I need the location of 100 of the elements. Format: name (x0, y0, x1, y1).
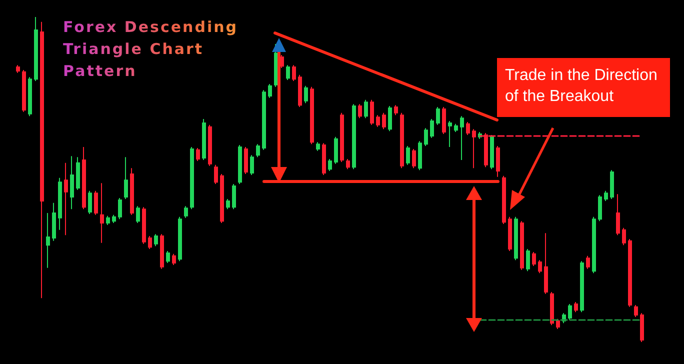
candlestick (640, 312, 644, 342)
candlestick (70, 156, 74, 210)
candlestick (328, 158, 332, 172)
candlestick (310, 86, 314, 145)
candlestick (592, 216, 596, 274)
candlestick (160, 234, 164, 270)
candlestick (490, 134, 494, 170)
candlestick (154, 234, 158, 247)
candlestick (508, 216, 512, 252)
candlestick (100, 182, 104, 244)
candlestick (22, 69, 26, 112)
candlestick (544, 232, 548, 294)
candlestick (610, 170, 614, 200)
candlestick (76, 156, 80, 190)
candlestick (184, 206, 188, 218)
candlestick (64, 162, 68, 236)
candlestick (616, 194, 620, 236)
annotation: Trade in the Direction of the Breakout (497, 58, 670, 117)
candlestick (622, 227, 626, 246)
candlestick (178, 216, 182, 262)
candlestick (424, 128, 428, 147)
candlestick (496, 146, 500, 178)
candlestick (262, 90, 266, 150)
candlestick (514, 216, 518, 261)
candlestick (34, 16, 38, 82)
candlestick (238, 144, 242, 185)
candlestick (628, 238, 632, 308)
candlestick (364, 99, 368, 119)
candlestick (484, 132, 488, 168)
candlestick (292, 64, 296, 82)
candlestick (532, 251, 536, 266)
candlestick (250, 154, 254, 176)
candlestick (358, 104, 362, 119)
candlestick (376, 114, 380, 128)
candlestick (166, 250, 170, 264)
candlestick (586, 255, 590, 270)
candlestick (538, 260, 542, 274)
candlestick (88, 190, 92, 214)
candlestick (118, 198, 122, 220)
candlestick (550, 291, 554, 326)
candlestick (346, 158, 350, 170)
candlestick (460, 116, 464, 160)
candlestick (556, 318, 560, 330)
candlestick (316, 142, 320, 152)
candlestick (40, 21, 44, 299)
candlestick (322, 142, 326, 176)
candlestick (286, 64, 290, 81)
candlestick (580, 260, 584, 313)
candlestick (94, 190, 98, 216)
candlestick (526, 248, 530, 272)
candlestick (232, 184, 236, 210)
candlestick (46, 212, 50, 268)
candlestick (106, 215, 110, 226)
candlestick (130, 168, 134, 216)
candlestick (454, 123, 458, 133)
candlestick (340, 112, 344, 162)
candlestick (196, 147, 200, 162)
candlestick (634, 304, 638, 318)
candlestick (568, 303, 572, 320)
candlestick (220, 173, 224, 224)
candlestick (124, 156, 128, 200)
candlestick (214, 164, 218, 185)
candlestick (82, 146, 86, 210)
candlestick (352, 104, 356, 170)
candlestick (520, 220, 524, 270)
candlestick (604, 190, 608, 202)
candlestick (472, 128, 476, 169)
candlestick (406, 146, 410, 166)
candlestick (58, 177, 62, 230)
candlestick (382, 112, 386, 130)
candlestick (112, 214, 116, 224)
candlestick (298, 74, 302, 108)
candlestick (394, 104, 398, 116)
candlestick (256, 144, 260, 158)
candlestick (190, 146, 194, 210)
candlestick (412, 148, 416, 169)
candlestick (226, 198, 230, 210)
candlestick (208, 124, 212, 166)
candlestick (388, 106, 392, 132)
candlestick (418, 140, 422, 171)
text: Forex Descending Triangle Chart Pattern (63, 16, 263, 82)
candlestick (244, 146, 248, 174)
candlestick (16, 64, 20, 74)
candlestick (142, 206, 146, 244)
candlestick (430, 118, 434, 138)
candlestick (136, 206, 140, 224)
candlestick (448, 120, 452, 148)
candlestick (28, 76, 32, 117)
candlestick (334, 136, 338, 164)
candlestick (400, 112, 404, 169)
candlestick (466, 121, 470, 136)
candlestick (202, 118, 206, 160)
candlestick (574, 302, 578, 313)
candlestick (502, 175, 506, 225)
candlestick (280, 54, 284, 69)
candlestick (436, 106, 440, 126)
candlestick (304, 85, 308, 104)
candlestick (148, 236, 152, 250)
candlestick (598, 194, 602, 222)
candlestick (370, 99, 374, 126)
